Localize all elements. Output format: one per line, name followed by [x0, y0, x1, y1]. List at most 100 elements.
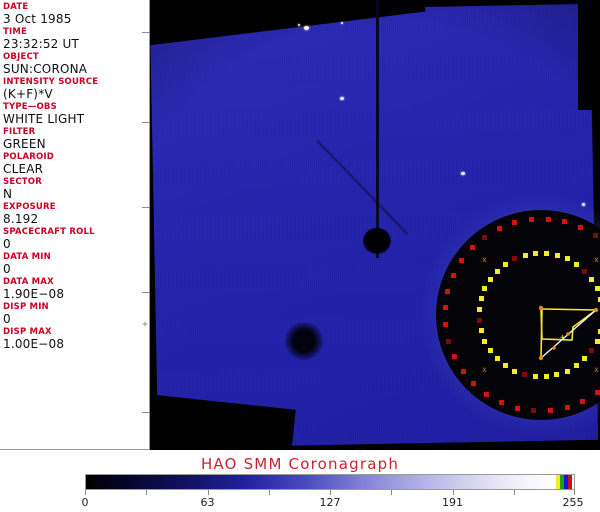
- inner-ring-marker: [554, 372, 560, 378]
- metadata-key: DATA MAX: [3, 277, 54, 287]
- colorbar-tick-minor: [268, 490, 270, 495]
- metadata-key: OBJECT: [3, 52, 39, 62]
- colorbar-label-row: 0 63 127 191 255: [82, 496, 584, 510]
- colorbar-widget[interactable]: 0 63 127 191 255: [82, 474, 584, 510]
- inner-ring-marker: [582, 356, 588, 362]
- colorbar-swatch-yellow: [556, 475, 560, 489]
- axis-tick-left: [142, 122, 150, 123]
- coronagraph-image[interactable]: + x x x x: [150, 0, 600, 450]
- outer-ring-marker: [514, 405, 520, 411]
- outer-ring-marker: [452, 354, 458, 360]
- colorbar-tick-minor: [146, 490, 148, 495]
- inner-ring-marker: [594, 286, 600, 292]
- axis-tick-left: [142, 207, 150, 208]
- inner-ring-marker: [522, 372, 528, 378]
- inner-ring-marker: [512, 368, 518, 374]
- inner-ring-marker: [554, 252, 560, 258]
- metadata-field-polaroid: POLAROID CLEAR: [3, 152, 149, 176]
- axis-tick-left: [142, 32, 150, 33]
- metadata-value: SUN:CORONA: [3, 62, 88, 76]
- metadata-value: 23:32:52 UT: [3, 37, 80, 51]
- inner-ring-marker: [544, 250, 550, 256]
- metadata-field-type-obs: TYPE—OBS WHITE LIGHT: [3, 102, 149, 126]
- metadata-field-disp-min: DISP MIN 0: [3, 302, 149, 326]
- metadata-key: TIME: [3, 27, 28, 37]
- outer-ring-marker: [460, 368, 466, 374]
- outer-ring-marker: [469, 245, 475, 251]
- inner-ring-marker: [582, 268, 588, 274]
- axis-origin-plus-icon: +: [142, 319, 149, 330]
- metadata-key: SPACECRAFT ROLL: [3, 227, 95, 237]
- inner-ring-marker: [482, 286, 488, 292]
- metadata-field-exposure: EXPOSURE 8.192: [3, 202, 149, 226]
- metadata-key: FILTER: [3, 127, 36, 137]
- inner-ring-marker: [487, 276, 493, 282]
- outer-ring-marker: [499, 400, 505, 405]
- inner-ring-marker: [476, 317, 482, 323]
- outer-ring-marker: [592, 233, 598, 239]
- outer-ring-marker: [594, 390, 600, 396]
- outer-ring-marker: [484, 391, 490, 397]
- inner-ring-marker: [478, 296, 484, 302]
- outer-ring-marker: [562, 219, 568, 225]
- colorbar-tick-label: 63: [200, 496, 215, 509]
- outer-ring-marker: [528, 216, 534, 222]
- star-point: [340, 97, 344, 100]
- diagonal-x-marker-icon: x: [482, 365, 487, 374]
- star-point: [461, 172, 465, 175]
- feature-outline-polygon: [538, 305, 599, 361]
- metadata-field-spacecraft-roll: SPACECRAFT ROLL 0: [3, 227, 149, 251]
- inner-ring-marker: [598, 328, 600, 334]
- colorbar-swatch-blue: [564, 475, 568, 489]
- colorbar-swatch-red: [568, 475, 572, 489]
- metadata-key: DATE: [3, 2, 29, 12]
- pylon-shadow: [375, 0, 379, 258]
- metadata-key: DISP MIN: [3, 302, 49, 312]
- inner-ring-marker: [476, 306, 482, 312]
- star-point: [341, 22, 343, 24]
- outer-ring-marker: [446, 338, 452, 344]
- axis-tick-left: [142, 412, 150, 413]
- inner-ring-marker: [482, 338, 488, 344]
- diagonal-x-marker-icon: x: [482, 255, 487, 264]
- inner-ring-marker: [532, 374, 538, 380]
- inner-ring-marker: [594, 338, 600, 344]
- metadata-field-intensity-source: INTENSITY SOURCE (K+F)*V: [3, 77, 149, 101]
- metadata-value: WHITE LIGHT: [3, 112, 85, 126]
- diagonal-x-marker-icon: x: [594, 255, 599, 264]
- metadata-field-filter: FILTER GREEN: [3, 127, 149, 151]
- colorbar-swatch-green: [560, 475, 564, 489]
- metadata-value: 0: [3, 312, 11, 326]
- metadata-field-date: DATE 3 Oct 1985: [3, 2, 149, 26]
- colorbar-tick: [330, 490, 331, 495]
- inner-ring-marker: [543, 374, 549, 380]
- inner-ring-marker: [564, 256, 570, 262]
- colorbar-gradient[interactable]: [85, 474, 575, 490]
- outer-ring-marker: [442, 305, 448, 311]
- colorbar-tick-row: [85, 490, 576, 496]
- outer-ring-marker: [548, 408, 554, 414]
- inner-ring-marker: [573, 363, 579, 369]
- metadata-value: 0: [3, 262, 11, 276]
- colorbar-tick-label: 127: [319, 496, 341, 509]
- metadata-key: DISP MAX: [3, 327, 52, 337]
- colorbar-tick-minor: [391, 490, 393, 495]
- metadata-panel: DATE 3 Oct 1985 TIME 23:32:52 UT OBJECT …: [0, 0, 150, 450]
- outer-ring-marker: [577, 224, 583, 230]
- inner-ring-marker: [502, 363, 508, 369]
- inner-ring-marker: [494, 356, 500, 362]
- inner-ring-marker: [533, 250, 539, 256]
- outer-ring-marker: [459, 258, 465, 264]
- metadata-value: (K+F)*V: [3, 87, 53, 101]
- metadata-key: EXPOSURE: [3, 202, 56, 212]
- metadata-field-time: TIME 23:32:52 UT: [3, 27, 149, 51]
- colorbar-tick: [85, 490, 86, 495]
- metadata-value: GREEN: [3, 137, 46, 151]
- metadata-field-sector: SECTOR N: [3, 177, 149, 201]
- outer-ring-marker: [512, 220, 518, 226]
- inner-ring-marker: [589, 277, 595, 283]
- inner-ring-marker: [574, 261, 580, 267]
- outer-ring-marker: [471, 381, 477, 387]
- vignette-corner-top-right: [578, 0, 600, 110]
